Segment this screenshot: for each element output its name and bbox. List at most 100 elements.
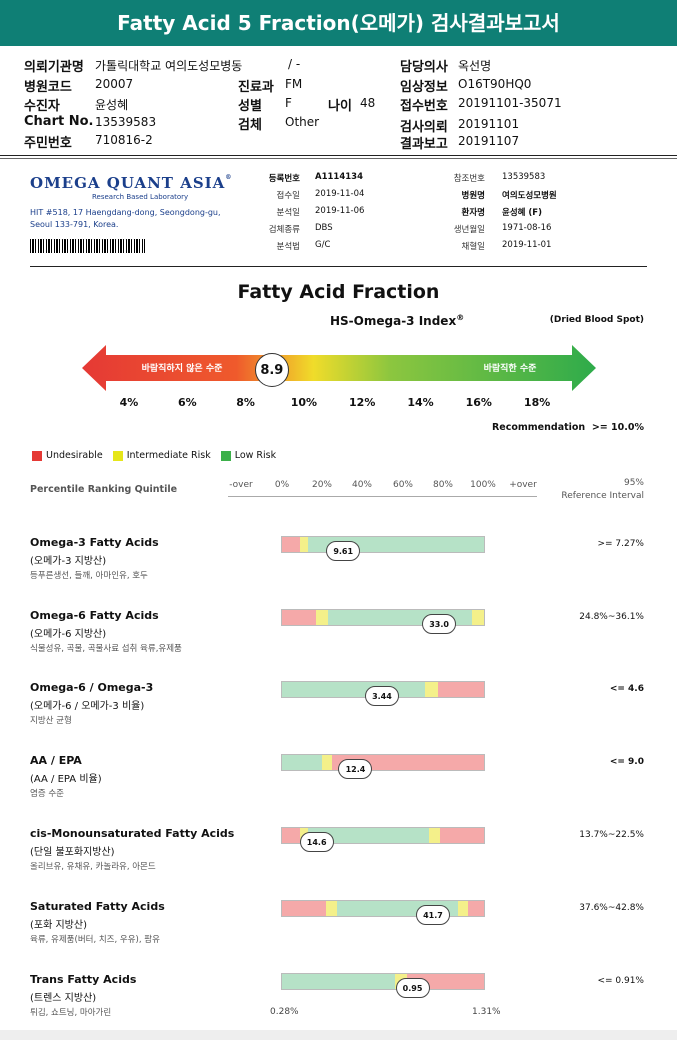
specimen-left-label-3: 검체종류 — [268, 225, 300, 235]
footer — [0, 1030, 677, 1040]
row-bar-seg-1-3 — [471, 610, 484, 625]
row-bar-seg-1-0 — [282, 610, 317, 625]
patient3-label-2: 접수번호 — [400, 99, 448, 114]
row-desc-3: 염증 수준 — [30, 789, 64, 799]
trans-min: 0.28% — [270, 1007, 299, 1017]
row-name-0: Omega-3 Fatty Acids — [30, 536, 159, 549]
patient-label-0: 의뢰기관명 — [24, 60, 84, 75]
index-tick-6: 16% — [465, 396, 492, 409]
row-bar-seg-0-0 — [282, 537, 301, 552]
row-bar-seg-5-3 — [457, 901, 468, 916]
row-marker-3: 12.4 — [338, 759, 373, 779]
reference-header: 95% Reference Interval — [561, 478, 644, 501]
patient3-value-4: 20191107 — [458, 134, 520, 148]
index-tick-5: 14% — [407, 396, 434, 409]
row-bar-seg-0-1 — [300, 537, 309, 552]
specimen-left-value-0: A1114134 — [315, 172, 363, 182]
patient-value-2: 윤성혜 — [95, 98, 129, 112]
patient2-value-2: F — [285, 96, 292, 110]
row-bar-0: 9.61 — [281, 536, 485, 561]
legend-swatch-1 — [112, 450, 123, 461]
patient3-label-1: 임상정보 — [400, 80, 448, 95]
specimen-left-label-1: 접수일 — [276, 191, 300, 201]
percentile-tick-0: -over — [229, 480, 253, 490]
recommendation: Recommendation >= 10.0% — [491, 422, 644, 433]
omega3-index-arrow: 바람직하지 않은 수준 바람직한 수준 — [82, 345, 596, 391]
row-bar-5: 41.7 — [281, 900, 485, 925]
percentile-tick-5: 80% — [432, 480, 453, 490]
row-ref-6: <= 0.91% — [597, 976, 644, 986]
percentile-tick-2: 20% — [311, 480, 332, 490]
row-bar-seg-4-2 — [308, 828, 430, 843]
specimen-right-value-3: 1971-08-16 — [502, 223, 552, 233]
row-desc-6: 튀김, 쇼트닝, 마아가린 — [30, 1008, 112, 1018]
patient-value-0: 가톨릭대학교 여의도성모병동 — [95, 59, 243, 73]
specimen-left-value-2: 2019-11-06 — [315, 206, 365, 216]
sample-type: (Dried Blood Spot) — [549, 315, 644, 325]
barcode — [30, 239, 145, 253]
divider-top — [0, 155, 677, 156]
patient3-value-1: O16T90HQ0 — [458, 77, 532, 91]
legend-label-1: Intermediate Risk — [126, 450, 211, 461]
row-bar-seg-3-1 — [322, 755, 333, 770]
row-name-3: AA / EPA — [30, 754, 82, 767]
row-sub-6: (트렌스 지방산) — [30, 993, 97, 1004]
row-ref-5: 37.6%~42.8% — [579, 903, 644, 913]
specimen-left-label-0: 등록번호 — [268, 174, 300, 184]
patient3-value-0: 옥선명 — [458, 59, 492, 73]
patient3-value-3: 20191101 — [458, 117, 520, 131]
patient2-value-0: / - — [288, 57, 301, 71]
legend-label-0: Undesirable — [46, 450, 103, 461]
row-bar-seg-3-0 — [282, 755, 323, 770]
row-bar-seg-4-3 — [429, 828, 440, 843]
arrow-right-text: 바람직한 수준 — [484, 362, 537, 374]
row-marker-2: 3.44 — [364, 686, 399, 706]
patient3-value-2: 20191101-35071 — [458, 96, 562, 110]
patient-label-2: 수진자 — [24, 99, 60, 114]
patient3-label-3: 검사의뢰 — [400, 120, 448, 135]
patient-label-3: Chart No. — [24, 114, 94, 129]
row-ref-1: 24.8%~36.1% — [579, 612, 644, 622]
patient2-label-2: 성별 — [238, 99, 262, 114]
specimen-left-value-3: DBS — [315, 223, 333, 233]
specimen-left-value-4: G/C — [315, 240, 331, 250]
patient-value-4: 710816-2 — [95, 133, 153, 147]
legend: Undesirable Intermediate Risk Low Risk — [32, 450, 286, 461]
row-marker-6: 0.95 — [395, 978, 430, 998]
row-bar-seg-4-4 — [439, 828, 484, 843]
patient2-value-3: Other — [285, 115, 320, 129]
row-name-4: cis-Monounsaturated Fatty Acids — [30, 827, 235, 840]
divider-specimen — [30, 266, 647, 267]
patient3-label-0: 담당의사 — [400, 60, 448, 75]
percentile-header: Percentile Ranking Quintile — [30, 484, 178, 495]
row-sub-3: (AA / EPA 비율) — [30, 774, 102, 785]
row-ref-2: <= 4.6 — [609, 684, 644, 694]
row-bar-4: 14.6 — [281, 827, 485, 852]
row-bar-6: 0.95 — [281, 973, 485, 998]
percentile-tick-4: 60% — [392, 480, 413, 490]
row-bar-seg-4-0 — [282, 828, 301, 843]
divider-top-2 — [0, 158, 677, 159]
specimen-left-label-2: 분석일 — [276, 208, 300, 218]
specimen-right-label-3: 생년월일 — [453, 225, 485, 235]
patient-value-3: 13539583 — [95, 115, 157, 129]
row-bar-seg-2-1 — [425, 682, 438, 697]
lab-logo: OMEGA QUANT ASIA® — [30, 174, 233, 192]
patient2-label-1: 진료과 — [238, 80, 274, 95]
row-bar-3: 12.4 — [281, 754, 485, 779]
patient-label-1: 병원코드 — [24, 80, 72, 95]
patient-label-4: 주민번호 — [24, 136, 72, 151]
index-tick-4: 12% — [349, 396, 376, 409]
row-bar-seg-5-1 — [326, 901, 337, 916]
index-tick-2: 8% — [236, 396, 255, 409]
row-name-2: Omega-6 / Omega-3 — [30, 681, 154, 694]
legend-swatch-0 — [32, 450, 42, 461]
patient-value-1: 20007 — [95, 77, 134, 91]
row-bar-seg-1-1 — [316, 610, 329, 625]
arrow-left-text: 바람직하지 않은 수준 — [142, 362, 223, 374]
percentile-tick-7: +over — [509, 480, 537, 490]
specimen-right-value-2: 윤성혜 (F) — [502, 208, 542, 218]
specimen-right-label-0: 참조번호 — [453, 174, 485, 184]
row-name-5: Saturated Fatty Acids — [30, 900, 165, 913]
row-bar-2: 3.44 — [281, 681, 485, 706]
